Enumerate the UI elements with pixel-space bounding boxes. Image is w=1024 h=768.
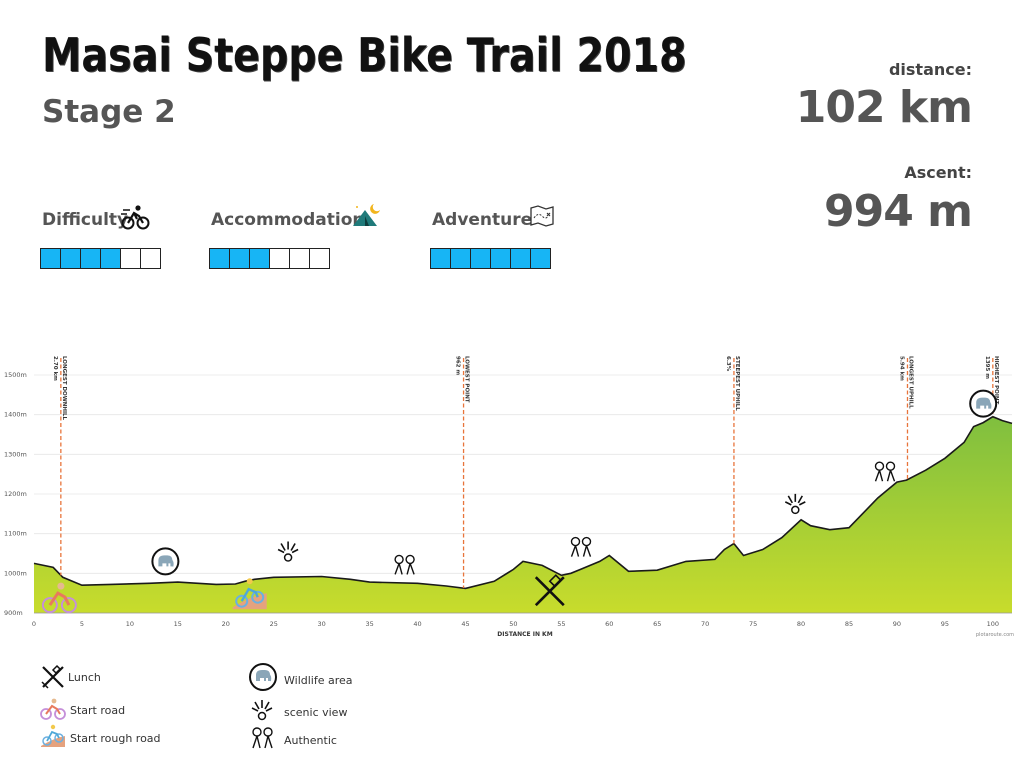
- wildlife-icon: [248, 662, 278, 696]
- accommodation-label: Accommodation: [211, 210, 365, 230]
- legend-lunch: Lunch: [68, 671, 101, 684]
- x-axis-label: DISTANCE IN KM: [497, 631, 552, 638]
- y-tick-label: 1100m: [4, 530, 27, 538]
- page-title: Masai Steppe Bike Trail 2018: [42, 28, 687, 82]
- authentic-icon: [570, 536, 592, 557]
- rating-cell: [451, 249, 470, 268]
- rating-cell: [471, 249, 490, 268]
- x-tick-label: 0: [32, 620, 36, 628]
- annotation-value: 962 m: [455, 356, 461, 375]
- y-tick-label: 1000m: [4, 569, 27, 577]
- scenic-view-icon: [277, 541, 299, 562]
- annotation-value: 2.70 km: [52, 356, 58, 381]
- x-tick-label: 20: [222, 620, 230, 628]
- rating-cell: [41, 249, 60, 268]
- x-tick-label: 5: [80, 620, 84, 628]
- legend-start-road: Start road: [70, 704, 126, 717]
- rating-cell: [250, 249, 269, 268]
- annotation-value: 1395 m: [984, 356, 990, 379]
- x-tick-label: 10: [126, 620, 134, 628]
- rating-cell: [121, 249, 140, 268]
- rating-cell: [81, 249, 100, 268]
- accommodation-rating-bar: [209, 248, 330, 269]
- treasure-map-icon: [529, 205, 555, 231]
- rating-cell: [270, 249, 289, 268]
- x-tick-label: 70: [701, 620, 709, 628]
- elevation-area: [34, 416, 1012, 613]
- x-tick-label: 55: [557, 620, 565, 628]
- x-tick-label: 65: [653, 620, 661, 628]
- ascent-value: 994 m: [823, 186, 973, 237]
- rating-cell: [431, 249, 450, 268]
- annotation-label: STEEPEST UPHILL: [734, 356, 740, 411]
- tent-icon: [352, 202, 382, 232]
- x-tick-label: 60: [605, 620, 613, 628]
- x-tick-label: 90: [893, 620, 901, 628]
- legend-authentic: Authentic: [284, 734, 337, 747]
- start-rough-road-icon: [232, 578, 267, 610]
- start-road-icon: [41, 582, 77, 614]
- elevation-line: [33, 415, 1013, 590]
- x-tick-label: 40: [413, 620, 421, 628]
- rating-cell: [290, 249, 309, 268]
- rating-cell: [511, 249, 530, 268]
- y-tick-label: 1400m: [4, 411, 27, 419]
- authentic-icon: [874, 461, 896, 482]
- elephant-icon: [151, 547, 180, 576]
- start-road-icon: [40, 698, 66, 724]
- y-tick-label: 1200m: [4, 490, 27, 498]
- x-tick-label: 95: [941, 620, 949, 628]
- adventure-label: Adventure: [432, 210, 533, 230]
- x-tick-label: 80: [797, 620, 805, 628]
- y-tick-label: 1300m: [4, 450, 27, 458]
- annotation-label: LOWEST POINT: [464, 356, 470, 403]
- start-rough-road-icon: [40, 724, 66, 752]
- distance-value: 102 km: [795, 82, 973, 133]
- annotation-value: 6.3%: [725, 356, 731, 372]
- rating-cell: [310, 249, 329, 268]
- x-tick-label: 45: [461, 620, 469, 628]
- x-tick-label: 85: [845, 620, 853, 628]
- annotation-label: HIGHEST POINT: [993, 356, 999, 405]
- authentic-icon: [394, 554, 415, 575]
- legend-start-rough-road: Start rough road: [70, 732, 161, 745]
- x-tick-label: 15: [174, 620, 182, 628]
- x-tick-label: 100: [987, 620, 999, 628]
- elevation-profile-chart: 900m 1000m 1100m 1200m 1300m 1400m 1500m LONGE…: [4, 356, 1014, 638]
- lunch-icon: [40, 664, 66, 694]
- elephant-icon: [969, 389, 998, 418]
- x-tick-label: 75: [749, 620, 757, 628]
- authentic-icon: [250, 726, 276, 754]
- stage-subtitle: Stage 2: [42, 94, 176, 130]
- adventure-rating-bar: [430, 248, 551, 269]
- x-tick-label: 25: [270, 620, 278, 628]
- annotation-label: LONGEST UPHILL: [907, 356, 913, 409]
- legend-wildlife: Wildlife area: [284, 674, 353, 687]
- watermark: plotaroute.com: [976, 632, 1014, 638]
- rating-cell: [491, 249, 510, 268]
- rating-cell: [210, 249, 229, 268]
- x-tick-label: 50: [509, 620, 517, 628]
- annotation-value: 5.94 km: [898, 356, 904, 381]
- cyclist-icon: [121, 204, 151, 234]
- scenic-view-icon: [784, 493, 806, 515]
- rating-cell: [101, 249, 120, 268]
- y-tick-label: 900m: [4, 609, 23, 617]
- rating-cell: [531, 249, 550, 268]
- x-tick-label: 35: [365, 620, 373, 628]
- lunch-icon: [534, 574, 565, 607]
- distance-label: distance:: [888, 60, 972, 79]
- rating-cell: [230, 249, 249, 268]
- legend-scenic: scenic view: [284, 706, 348, 719]
- difficulty-rating-bar: [40, 248, 161, 269]
- scenic-view-icon: [250, 698, 274, 726]
- annotation-label: LONGEST DOWNHILL: [61, 356, 67, 421]
- rating-cell: [61, 249, 80, 268]
- ascent-label: Ascent:: [904, 163, 972, 182]
- difficulty-label: Difficulty: [42, 210, 129, 230]
- y-tick-label: 1500m: [4, 371, 27, 379]
- rating-cell: [141, 249, 160, 268]
- x-tick-label: 30: [318, 620, 326, 628]
